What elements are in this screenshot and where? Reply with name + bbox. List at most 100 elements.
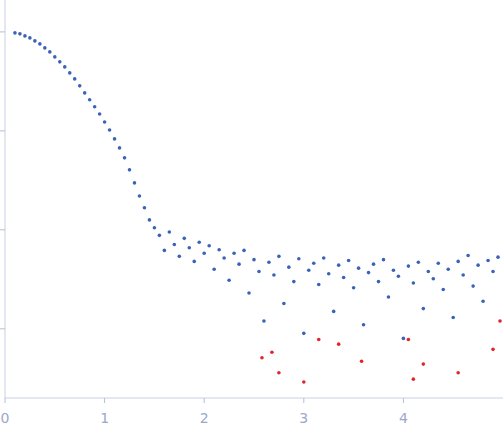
point bbox=[73, 77, 77, 81]
point bbox=[461, 273, 465, 277]
point bbox=[307, 269, 311, 273]
point bbox=[427, 270, 431, 274]
point bbox=[312, 261, 316, 265]
point bbox=[471, 284, 475, 288]
x-tick bbox=[303, 398, 304, 403]
point bbox=[387, 295, 391, 299]
point bbox=[476, 263, 480, 267]
point bbox=[192, 260, 196, 264]
point bbox=[257, 270, 261, 274]
point bbox=[18, 32, 22, 36]
point bbox=[202, 251, 206, 255]
point bbox=[491, 348, 495, 352]
point bbox=[451, 316, 455, 320]
point bbox=[456, 260, 460, 264]
x-tick-label: 3 bbox=[299, 410, 308, 426]
point bbox=[412, 281, 416, 285]
point bbox=[252, 258, 256, 262]
point bbox=[53, 55, 57, 59]
point bbox=[282, 302, 286, 306]
point bbox=[33, 39, 37, 43]
point bbox=[466, 254, 470, 258]
point bbox=[262, 319, 266, 323]
point bbox=[302, 332, 306, 336]
point bbox=[128, 168, 132, 172]
point bbox=[227, 278, 231, 282]
plot-area bbox=[13, 31, 502, 384]
point bbox=[407, 338, 411, 342]
point bbox=[48, 50, 52, 54]
point bbox=[292, 280, 296, 284]
point bbox=[270, 350, 274, 354]
point bbox=[58, 60, 62, 64]
point bbox=[496, 255, 500, 259]
point bbox=[302, 380, 306, 384]
point bbox=[28, 36, 32, 40]
point bbox=[342, 276, 346, 280]
point bbox=[197, 240, 201, 244]
point bbox=[417, 260, 421, 264]
point bbox=[402, 337, 406, 341]
point bbox=[242, 249, 246, 253]
x-tick bbox=[403, 398, 404, 403]
point bbox=[168, 230, 172, 234]
point bbox=[212, 267, 216, 271]
point bbox=[422, 362, 426, 366]
point bbox=[267, 260, 271, 264]
point bbox=[491, 270, 495, 274]
point bbox=[441, 288, 445, 292]
x-tick-label: 2 bbox=[200, 410, 209, 426]
y-tick bbox=[0, 328, 5, 329]
point bbox=[83, 91, 87, 95]
point bbox=[173, 243, 177, 247]
point bbox=[43, 46, 47, 50]
point bbox=[88, 98, 92, 102]
point bbox=[297, 257, 301, 261]
point bbox=[98, 112, 102, 116]
point bbox=[337, 342, 341, 346]
point bbox=[123, 156, 127, 160]
point bbox=[347, 259, 351, 263]
point bbox=[481, 299, 485, 303]
point bbox=[13, 31, 17, 35]
chart-container: 01234 bbox=[0, 0, 503, 437]
y-tick bbox=[0, 229, 5, 230]
point bbox=[217, 248, 221, 252]
point bbox=[187, 246, 191, 250]
point bbox=[108, 128, 112, 132]
point bbox=[392, 269, 396, 273]
point bbox=[498, 319, 502, 323]
point bbox=[93, 105, 97, 109]
series bbox=[13, 31, 500, 340]
point bbox=[133, 181, 137, 185]
point bbox=[436, 261, 440, 265]
point bbox=[138, 194, 142, 198]
point bbox=[382, 258, 386, 262]
y-tick bbox=[0, 31, 5, 32]
x-axis bbox=[5, 398, 503, 399]
x-tick bbox=[204, 398, 205, 403]
point bbox=[237, 262, 241, 266]
point bbox=[247, 291, 251, 295]
point bbox=[277, 255, 281, 259]
y-axis bbox=[5, 0, 6, 398]
point bbox=[113, 137, 117, 141]
point bbox=[272, 273, 276, 277]
point bbox=[260, 356, 264, 360]
point bbox=[68, 71, 72, 75]
point bbox=[38, 42, 42, 46]
point bbox=[362, 323, 366, 327]
point bbox=[397, 274, 401, 278]
x-tick bbox=[5, 398, 6, 403]
point bbox=[287, 265, 291, 269]
point bbox=[143, 206, 147, 210]
point bbox=[352, 286, 356, 290]
y-tick bbox=[0, 130, 5, 131]
point bbox=[182, 237, 186, 241]
point bbox=[357, 266, 361, 270]
point bbox=[456, 371, 460, 375]
series bbox=[260, 319, 502, 384]
point bbox=[277, 371, 281, 375]
point bbox=[118, 146, 122, 150]
point bbox=[412, 377, 416, 381]
